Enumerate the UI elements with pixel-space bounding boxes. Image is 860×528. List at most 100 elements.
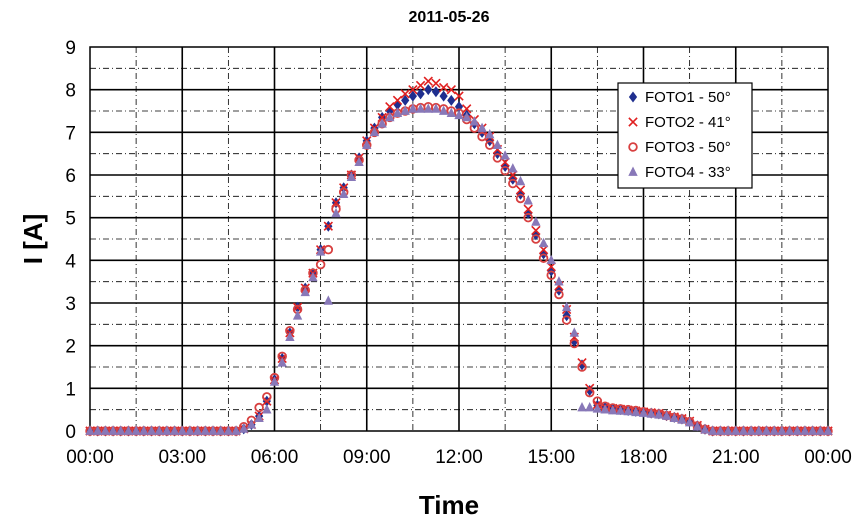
data-point (515, 185, 526, 195)
data-point (423, 76, 433, 86)
data-point (454, 91, 464, 101)
y-tick-label: 2 (65, 337, 76, 358)
data-point (500, 165, 510, 176)
data-point (177, 425, 187, 435)
data-point (392, 107, 403, 117)
data-point (362, 139, 372, 149)
data-point (600, 404, 610, 414)
legend-label: FOTO4 - 33° (645, 164, 731, 181)
data-point (439, 90, 448, 102)
data-point (684, 416, 695, 427)
data-point (139, 425, 149, 435)
data-point (654, 409, 664, 419)
data-point (484, 140, 495, 150)
y-tick-label: 1 (65, 379, 76, 400)
data-point (385, 102, 395, 112)
data-point (323, 244, 334, 255)
data-point (661, 410, 672, 420)
y-axis-label: I [A] (18, 214, 48, 265)
data-point (754, 425, 764, 435)
data-point (508, 178, 518, 189)
data-point (546, 254, 556, 265)
data-point (531, 234, 541, 244)
x-tick-label: 15:00 (527, 447, 575, 468)
plot-area (89, 46, 829, 432)
y-tick-label: 3 (65, 294, 76, 315)
data-point (431, 78, 441, 88)
data-point (446, 107, 456, 117)
data-point (246, 419, 257, 429)
data-point (401, 94, 410, 106)
data-point (162, 425, 172, 435)
data-point (807, 425, 818, 435)
data-point (523, 212, 533, 223)
data-point (477, 131, 487, 142)
data-point (738, 425, 749, 435)
data-point (300, 286, 310, 297)
data-point (185, 425, 195, 435)
data-point (223, 425, 234, 435)
data-point (315, 259, 326, 270)
data-point (469, 116, 480, 126)
y-tick-label: 8 (65, 81, 76, 102)
data-point (462, 111, 472, 122)
chart-title: 2011-05-26 (409, 9, 490, 26)
data-point (339, 188, 349, 199)
data-point (515, 193, 526, 204)
data-point (731, 425, 741, 435)
data-point (815, 425, 825, 435)
data-point (546, 270, 557, 281)
data-point (800, 425, 810, 435)
data-point (154, 425, 164, 435)
data-point (416, 88, 425, 100)
data-point (431, 103, 441, 113)
data-point (538, 253, 549, 263)
legend-marker (628, 142, 638, 152)
data-point (823, 425, 833, 435)
y-tick-label: 7 (65, 123, 76, 144)
data-point (146, 425, 157, 435)
data-point (346, 171, 357, 181)
data-point (385, 111, 395, 122)
data-point (777, 425, 787, 435)
data-point (262, 404, 272, 414)
data-point (461, 104, 472, 114)
data-point (254, 402, 264, 413)
data-point (108, 425, 118, 435)
data-point (631, 406, 641, 417)
data-point (269, 376, 280, 386)
data-point (477, 122, 487, 132)
tick-labels: 00:00 03:00 06:00 09:00 12:00 15:00 18:00 21:00… (65, 38, 851, 468)
data-point (438, 105, 449, 115)
data-point (408, 84, 418, 95)
data-point (292, 302, 303, 312)
data-point (200, 425, 210, 435)
data-point (761, 425, 772, 435)
legend-label: FOTO2 - 41° (645, 114, 731, 131)
data-point (408, 90, 417, 102)
data-point (708, 425, 718, 435)
series-4 (85, 103, 833, 435)
data-point (677, 414, 687, 424)
data-point (784, 425, 795, 435)
data-point (585, 384, 594, 396)
data-point (377, 118, 387, 128)
data-point (239, 423, 249, 433)
x-tick-label: 21:00 (712, 447, 760, 468)
data-point (331, 207, 341, 218)
y-tick-label: 0 (65, 422, 76, 443)
data-point (423, 103, 433, 113)
x-tick-label: 09:00 (343, 447, 391, 468)
data-point (523, 204, 533, 214)
data-point (123, 425, 134, 435)
data-point (700, 424, 710, 434)
data-point (454, 109, 464, 120)
data-point (523, 195, 533, 205)
data-point (554, 276, 564, 286)
data-point (277, 357, 287, 367)
data-point (769, 425, 779, 435)
data-point (354, 156, 364, 167)
legend: FOTO1 - 50° FOTO2 - 41° FOTO3 - 50° FOTO4 -… (617, 82, 753, 189)
data-point (715, 425, 726, 435)
